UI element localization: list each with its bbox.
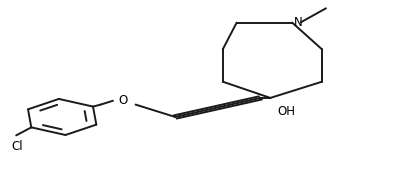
Text: O: O xyxy=(118,94,127,107)
Text: N: N xyxy=(294,16,303,29)
Text: OH: OH xyxy=(277,105,295,118)
Text: Cl: Cl xyxy=(12,140,23,153)
